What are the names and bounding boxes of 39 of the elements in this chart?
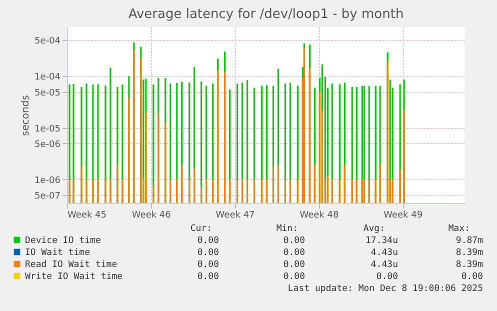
y-tick-label: 1e-06 bbox=[34, 176, 61, 186]
text: 4.43u bbox=[370, 260, 398, 270]
text: Cur: bbox=[190, 224, 212, 234]
x-tick-label: Week 47 bbox=[216, 210, 255, 220]
text: 0.00 bbox=[376, 272, 398, 282]
text: Avg: bbox=[363, 224, 385, 234]
y-tick-label: 5e-06 bbox=[34, 140, 61, 150]
legend-label: IO Wait time bbox=[25, 248, 90, 258]
text: 8.39m bbox=[456, 248, 483, 258]
text: 0.00 bbox=[283, 260, 305, 270]
text: Min: bbox=[276, 224, 298, 234]
text: 4.43u bbox=[370, 248, 398, 258]
legend-label: Write IO Wait time bbox=[25, 272, 123, 282]
y-tick-label: 5e-07 bbox=[34, 192, 60, 202]
text: 0.00 bbox=[283, 272, 305, 282]
text: Max: bbox=[448, 224, 470, 234]
x-tick-label: Week 49 bbox=[384, 210, 423, 220]
text: 9.87m bbox=[456, 236, 483, 246]
y-axis-title: seconds bbox=[20, 95, 32, 136]
text: 0.00 bbox=[197, 260, 219, 270]
y-tick-label: 5e-05 bbox=[34, 88, 60, 98]
text: 0.00 bbox=[283, 236, 305, 246]
text: 17.34u bbox=[365, 236, 398, 246]
text: Last update: Mon Dec 8 19:00:06 2025 bbox=[288, 284, 483, 294]
y-tick-label: 5e-04 bbox=[34, 36, 61, 47]
chart-title: Average latency for /dev/loop1 - by month bbox=[128, 7, 404, 22]
text: 8.39m bbox=[456, 260, 483, 270]
text: 0.00 bbox=[197, 272, 219, 282]
x-tick-label: Week 48 bbox=[300, 210, 339, 220]
x-tick-label: Week 45 bbox=[68, 210, 106, 220]
y-tick-label: 1e-04 bbox=[34, 72, 61, 83]
legend-label: Device IO time bbox=[25, 236, 101, 246]
text: 0.00 bbox=[461, 272, 483, 282]
text: 0.00 bbox=[197, 248, 219, 258]
x-tick-label: Week 46 bbox=[132, 210, 172, 220]
text: 0.00 bbox=[197, 236, 219, 246]
text: 0.00 bbox=[283, 248, 305, 258]
legend-label: Read IO Wait time bbox=[25, 260, 118, 270]
y-tick-label: 1e-05 bbox=[34, 124, 60, 134]
